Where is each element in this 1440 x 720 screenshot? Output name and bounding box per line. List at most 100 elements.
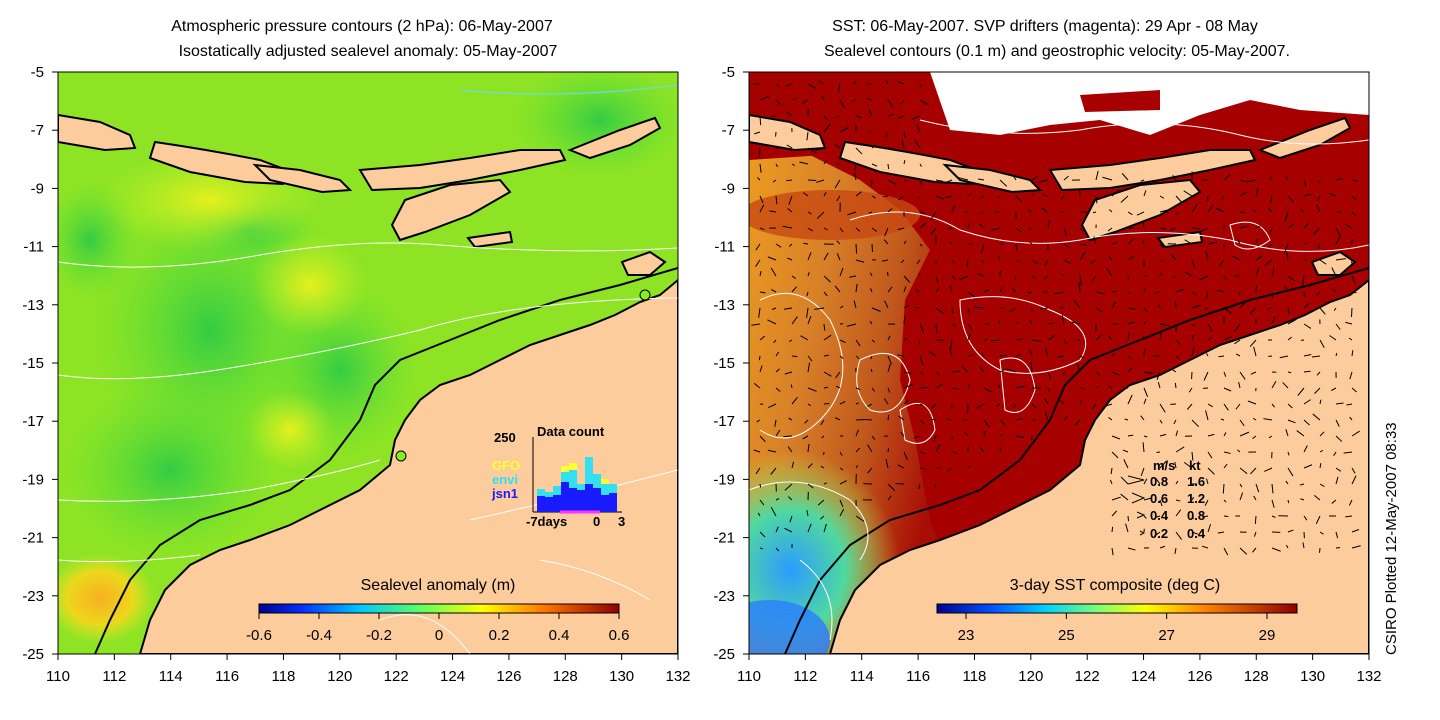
left-y-tick-label: -13 (22, 297, 44, 314)
velocity-arrow (837, 83, 841, 93)
velocity-arrow (1093, 236, 1097, 245)
velocity-arrow (801, 99, 809, 104)
velocity-arrow (1127, 434, 1134, 437)
velocity-arrow (758, 355, 761, 361)
leftCbTicks-tick-label: 0 (435, 627, 443, 644)
velocity-arrow (1091, 275, 1097, 281)
velocity-arrow (935, 275, 939, 284)
velocity-arrow (1095, 385, 1099, 389)
velocity-arrow (903, 131, 906, 138)
velocity-arrow (1287, 318, 1297, 325)
velocity-arrow (839, 339, 846, 344)
velocity-arrow (820, 419, 825, 426)
velocity-arrow (1015, 227, 1022, 233)
velocity-arrow (871, 387, 875, 392)
velocity-arrow (949, 241, 953, 245)
velocity-arrow (1239, 301, 1247, 309)
velocity-arrow (1108, 385, 1113, 389)
velocity-arrow (775, 163, 779, 168)
velocity-arrow (997, 195, 1001, 199)
velocity-arrow (918, 339, 921, 345)
right-y-tick-label: -11 (714, 239, 735, 256)
velocity-arrow (999, 179, 1008, 187)
velocity-arrow (1314, 494, 1321, 501)
left-y-tick-label: -23 (22, 588, 44, 605)
velocity-arrow (967, 291, 976, 298)
velocity-arrow (911, 115, 921, 120)
velocity-arrow (759, 271, 762, 277)
velocity-arrow (1348, 499, 1353, 506)
velocity-arrow (1250, 371, 1257, 375)
velocity-arrow (1027, 209, 1033, 213)
velocity-arrow (1143, 497, 1152, 501)
velocity-arrow (771, 115, 777, 118)
velocity-arrow (1319, 531, 1324, 535)
velocity-arrow (1279, 355, 1289, 359)
velocity-arrow (851, 99, 857, 103)
velocity-arrow (1073, 300, 1081, 309)
velocity-arrow (1125, 523, 1129, 533)
velocity-arrow (1060, 195, 1065, 201)
velocity-arrow (1108, 256, 1113, 261)
velocity-arrow (1286, 252, 1289, 261)
velocity-arrow (967, 333, 971, 341)
velocity-arrow (870, 368, 873, 373)
velocity-arrow (916, 259, 921, 264)
velocity-arrow (1142, 240, 1145, 245)
velocity-arrow (1351, 211, 1357, 217)
velocity-arrow (1335, 419, 1340, 427)
velocity-arrow (775, 526, 779, 533)
velocity-arrow (1329, 335, 1337, 341)
velocity-arrow (1264, 467, 1273, 472)
velocity-arrow (1031, 339, 1041, 342)
velocity-arrow (997, 384, 1001, 389)
velocity-arrow (1220, 418, 1225, 421)
velocity-arrow (958, 177, 969, 181)
velocity-arrow (759, 291, 766, 294)
velocity-arrow (807, 272, 810, 277)
velocity-arrow (1175, 499, 1181, 502)
velocity-arrow (1047, 322, 1054, 325)
velocity-arrow (976, 403, 985, 409)
velocity-arrow (1012, 288, 1017, 293)
velocity-arrow (1284, 285, 1289, 293)
left-map-area (58, 72, 678, 654)
velocity-arrow (1271, 499, 1275, 508)
velocity-arrow (839, 305, 844, 309)
velocity-arrow (1079, 227, 1086, 233)
velocity-arrow (1223, 432, 1227, 437)
velocity-arrow (1027, 291, 1033, 294)
velocity-arrow (1143, 515, 1147, 519)
velocity-arrow (834, 144, 841, 149)
velocity-arrow (803, 192, 809, 197)
right-y-axis: -5 -7 -9 -11 -13 -15 -17 -19 -21 -23 -25 (713, 64, 749, 663)
velocity-arrow (853, 80, 857, 85)
right-y-tick-label: -5 (722, 64, 735, 81)
velocity-arrow (1271, 483, 1274, 494)
velocity-arrow (849, 275, 857, 278)
velocity-arrow (1063, 259, 1071, 264)
velocity-arrow (1255, 285, 1258, 293)
velocity-arrow (855, 465, 859, 469)
right-y-tick-label: -25 (713, 646, 735, 663)
velocity-arrow (897, 464, 905, 469)
velocity-arrow (855, 355, 860, 360)
velocity-arrow (915, 289, 921, 293)
velocity-arrow (1302, 542, 1305, 549)
velocity-arrow (918, 195, 921, 200)
velocity-arrow (1174, 461, 1177, 469)
velocity-arrow (807, 355, 813, 362)
velocity-arrow (1074, 419, 1081, 426)
velocity-arrow (1127, 255, 1134, 261)
right-x-tick-label: 116 (906, 668, 930, 685)
velocity-arrow (919, 386, 929, 389)
velocity-arrow (898, 415, 905, 421)
velocity-arrow (817, 499, 825, 506)
velocity-arrow (791, 355, 798, 358)
velocity-arrow (1284, 211, 1289, 222)
velocity-arrow (1127, 321, 1135, 325)
velocity-arrow (1092, 211, 1097, 214)
velocity-arrow (1006, 368, 1017, 373)
velocity-arrow (788, 195, 793, 205)
velocity-arrow (1303, 464, 1313, 469)
